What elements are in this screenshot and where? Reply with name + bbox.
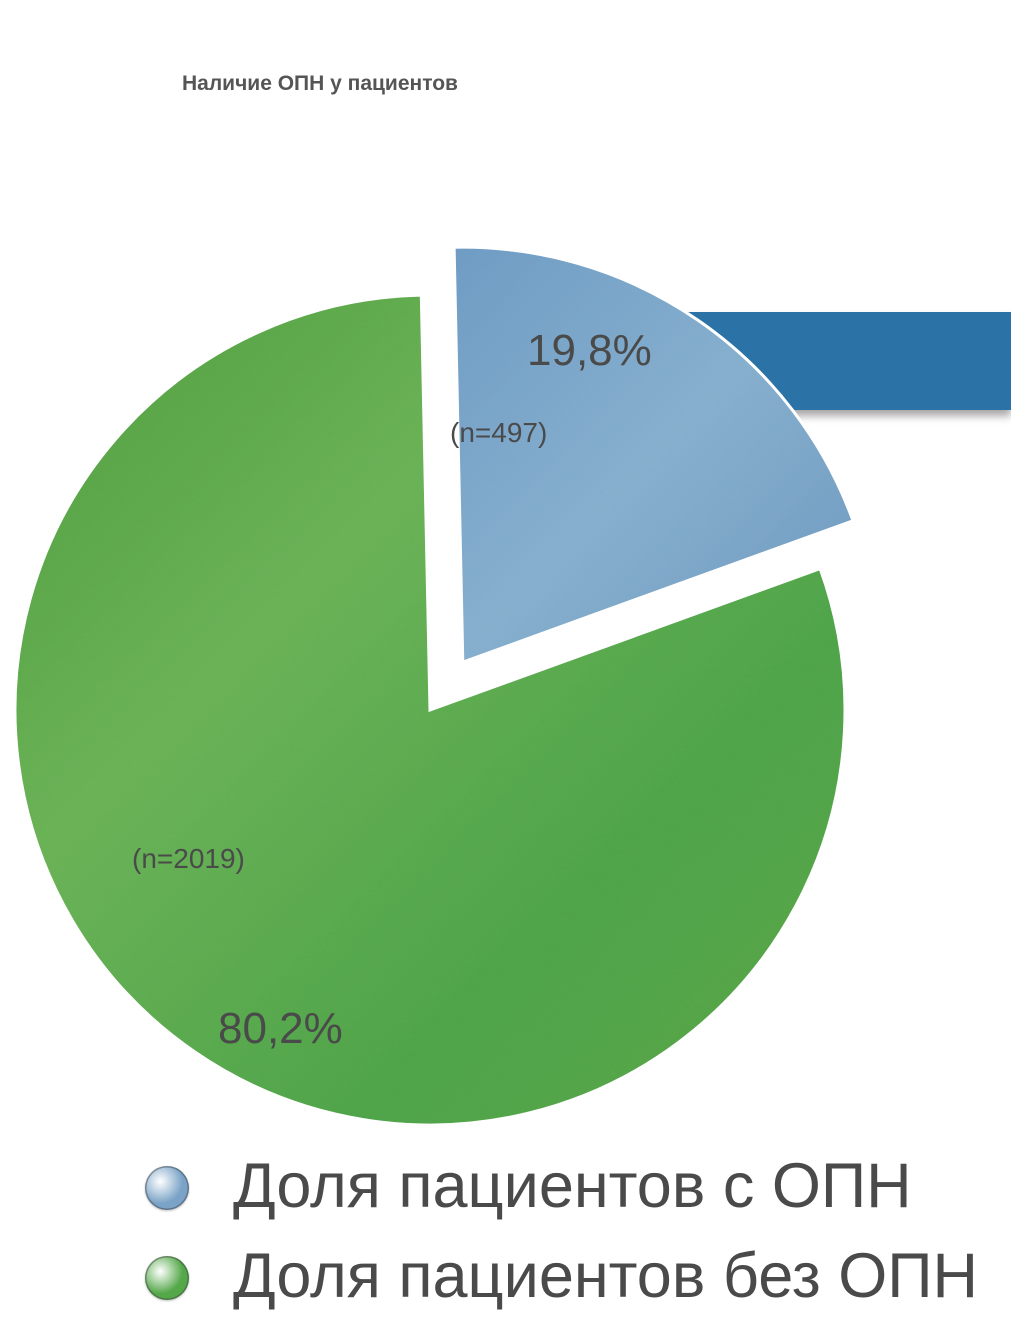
legend-label-without-opn: Доля пациентов без ОПН <box>233 1241 979 1311</box>
pie-slice-without-opn <box>13 293 847 1127</box>
legend-marker-with-opn <box>145 1166 189 1210</box>
slice-label-opn-percent: 19,8% <box>527 326 652 375</box>
slice-label-no-opn-n: (n=2019) <box>132 843 245 874</box>
slice-label-no-opn-percent: 80,2% <box>218 1004 343 1053</box>
legend-marker-without-opn <box>145 1256 189 1300</box>
legend-label-with-opn: Доля пациентов с ОПН <box>233 1151 912 1221</box>
pie-slice-with-opn <box>452 245 855 665</box>
chart-title: Наличие ОПН у пациентов <box>182 72 458 95</box>
pie-chart: 19,8% (n=497) (n=2019) 80,2% <box>13 245 855 1127</box>
slice-label-opn-n: (n=497) <box>450 417 547 448</box>
